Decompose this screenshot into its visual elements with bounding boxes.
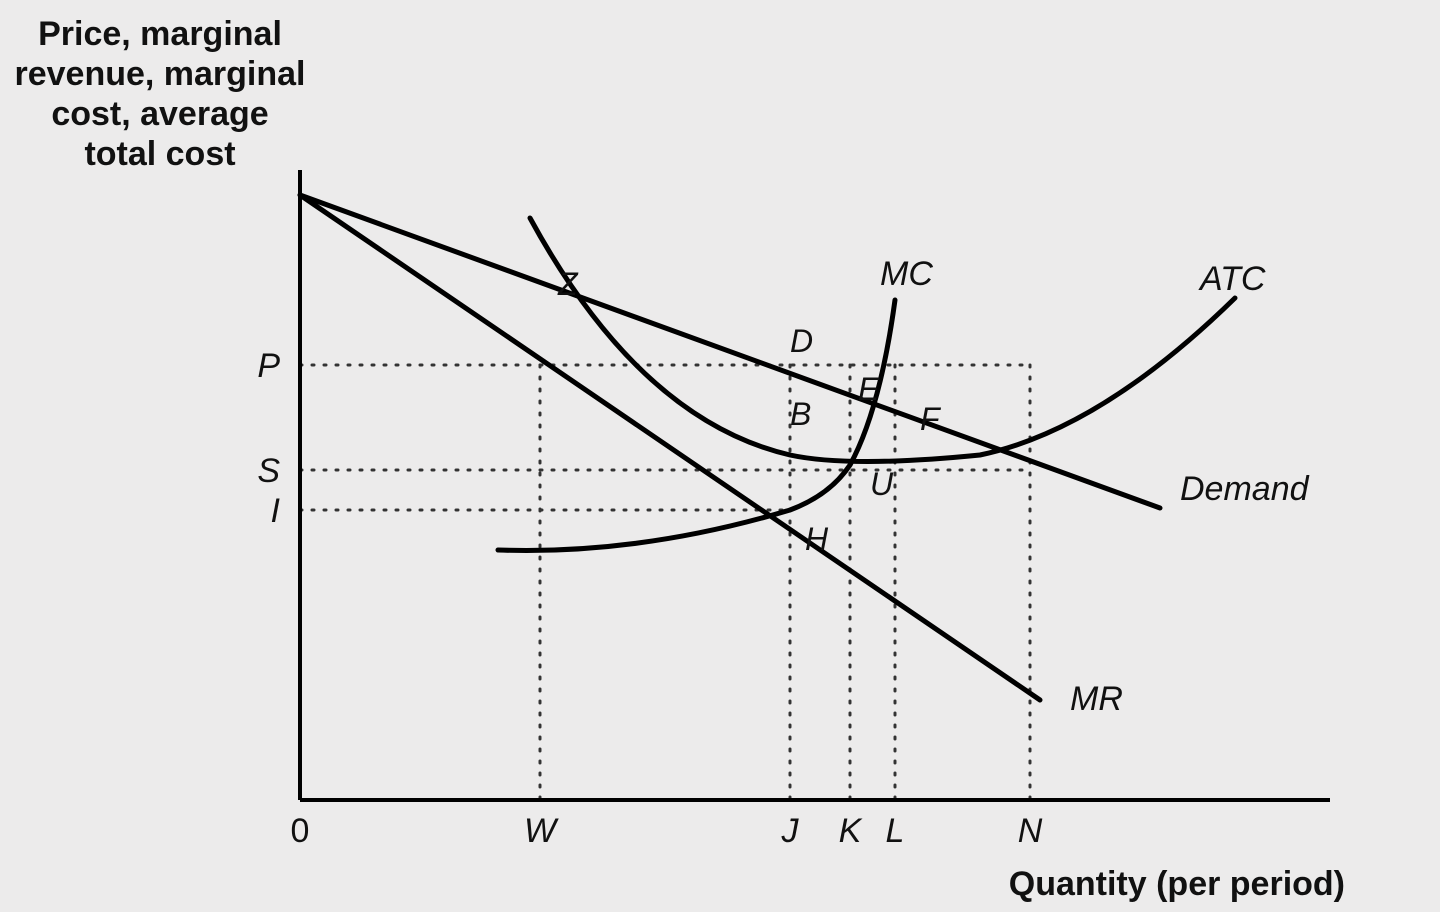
mc-label: MC <box>880 255 933 293</box>
point-H: H <box>805 521 829 557</box>
y-axis-title-line: cost, average <box>51 95 268 133</box>
y-axis-title-line: Price, marginal <box>38 15 282 53</box>
x-tick-J: J <box>781 812 800 850</box>
point-E: E <box>858 371 880 407</box>
mr-label: MR <box>1070 680 1123 718</box>
y-tick-S: S <box>257 452 280 490</box>
y-tick-P: P <box>257 347 280 385</box>
x-tick-K: K <box>839 812 863 850</box>
x-tick-L: L <box>886 812 905 850</box>
x-axis-title: Quantity (per period) <box>1009 865 1345 903</box>
point-B: B <box>790 396 811 432</box>
x-tick-0: 0 <box>291 812 310 850</box>
atc-label: ATC <box>1198 260 1266 298</box>
y-axis-title-line: total cost <box>84 135 235 173</box>
point-D: D <box>790 323 813 359</box>
x-tick-W: W <box>524 812 559 850</box>
x-tick-N: N <box>1018 812 1043 850</box>
demand-label: Demand <box>1180 470 1310 508</box>
point-Z: Z <box>557 266 579 302</box>
y-axis-title-line: revenue, marginal <box>14 55 305 93</box>
point-F: F <box>920 401 942 437</box>
monopoly-cost-revenue-chart: Price, marginalrevenue, marginalcost, av… <box>0 0 1440 912</box>
y-tick-I: I <box>271 492 281 530</box>
point-U: U <box>870 466 894 502</box>
